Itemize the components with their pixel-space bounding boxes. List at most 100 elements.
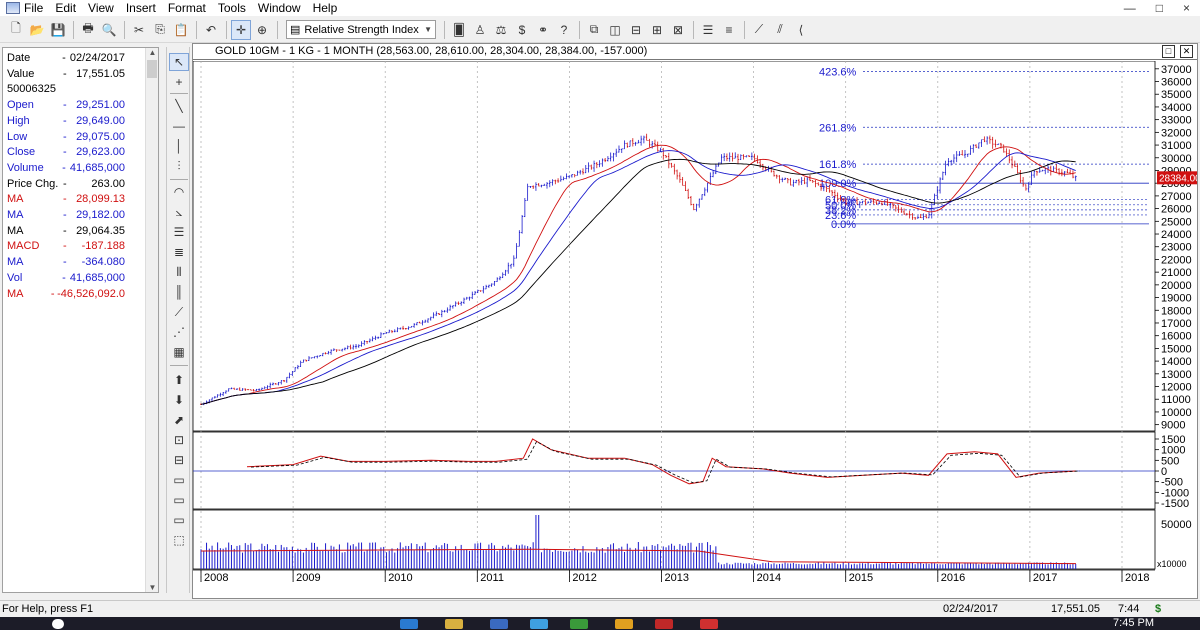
menu-help[interactable]: Help xyxy=(312,1,338,15)
taskbar-app-icon[interactable] xyxy=(400,619,418,629)
expert-icon[interactable]: 🂠 xyxy=(452,22,466,37)
horizontal-line-icon[interactable]: — xyxy=(173,119,185,133)
line-spacing-icon[interactable]: ≡ xyxy=(725,22,733,37)
exit-arrow-icon[interactable]: ⬈ xyxy=(173,413,185,427)
taskbar-app-icon[interactable] xyxy=(700,619,718,629)
menu-insert[interactable]: Insert xyxy=(125,1,156,15)
gann-fan-icon[interactable]: ⋰ xyxy=(173,325,185,339)
close-icon[interactable]: × xyxy=(1182,1,1190,15)
pointer-icon[interactable]: ↖ xyxy=(169,53,189,71)
vertical-line-icon[interactable]: │ xyxy=(175,139,183,153)
search-icon[interactable] xyxy=(52,619,64,629)
menu-format[interactable]: Format xyxy=(167,1,206,15)
year-label: 2010 xyxy=(388,572,412,584)
zoom-icon[interactable]: ⊕ xyxy=(256,22,268,37)
sell-arrow-icon[interactable]: ⬇ xyxy=(173,393,185,407)
minimize-icon[interactable]: — xyxy=(1123,1,1136,15)
macd-axis-label: 1000 xyxy=(1161,445,1185,457)
chart-window[interactable]: GOLD 10GM - 1 KG - 1 MONTH (28,563.00, 2… xyxy=(192,43,1198,599)
data-row-dash: - xyxy=(63,130,67,143)
price-pane xyxy=(193,61,1156,432)
menu-edit[interactable]: Edit xyxy=(55,1,77,15)
ellipse-tool-icon[interactable]: ▭ xyxy=(173,493,185,507)
taskbar-metastock-icon[interactable] xyxy=(655,619,673,629)
price-axis-label: 22000 xyxy=(1161,254,1192,266)
trendline-tool-icon[interactable]: ╲ xyxy=(175,99,183,113)
price-axis-label: 32000 xyxy=(1161,127,1192,139)
print-preview-icon[interactable]: 🔍 xyxy=(101,22,117,37)
menu-window[interactable]: Window xyxy=(257,1,301,15)
fibonacci-time-zones-icon[interactable]: ⦀ xyxy=(176,264,182,279)
label-tool-icon[interactable]: ⬚ xyxy=(173,533,185,547)
trendline-icon[interactable]: ⟋ xyxy=(754,22,764,36)
fibonacci-retracement-icon[interactable]: ☰ xyxy=(173,225,185,239)
scroll-up-icon[interactable]: ▲ xyxy=(148,48,157,57)
undo-icon[interactable]: ↶ xyxy=(205,22,217,37)
explorer-icon[interactable]: ♙ xyxy=(474,22,486,37)
data-row: Date -02/24/2017 xyxy=(7,52,125,68)
restore-icon[interactable]: □ xyxy=(1155,1,1163,15)
macd-axis-label: -500 xyxy=(1161,477,1183,489)
fib-level-label: 423.6% xyxy=(819,66,857,78)
help-pointer-icon[interactable]: ? xyxy=(560,22,568,37)
scroll-down-icon[interactable]: ▼ xyxy=(148,583,157,592)
chart-close-icon[interactable]: ✕ xyxy=(1180,45,1193,58)
menu-file[interactable]: File xyxy=(24,1,44,15)
data-window-scrollbar[interactable]: ▲ ▼ xyxy=(145,48,158,592)
data-row-label: Price Chg. xyxy=(7,177,59,190)
cycle-lines-icon[interactable]: ⫶ xyxy=(177,158,181,173)
taskbar-app-icon[interactable] xyxy=(570,619,588,629)
price-axis-label: 10000 xyxy=(1161,407,1192,419)
window-frame-icon[interactable]: ▭ xyxy=(173,513,185,527)
indicator-select[interactable]: ▤ Relative Strength Index ▼ xyxy=(286,20,436,39)
open-folder-icon[interactable]: 📂 xyxy=(29,22,45,37)
cut-icon[interactable]: ✂ xyxy=(133,22,145,37)
price-axis-label: 33000 xyxy=(1161,115,1192,127)
channel-tool-icon[interactable]: ║ xyxy=(174,285,184,299)
year-label: 2016 xyxy=(941,572,965,584)
scrollbar-thumb[interactable] xyxy=(147,60,157,78)
optimize-icon[interactable]: $ xyxy=(518,22,526,37)
data-row-value: -364.080 xyxy=(81,256,125,269)
crosshair-icon[interactable]: ✛ xyxy=(231,19,251,40)
copy-icon[interactable]: ⎘ xyxy=(155,22,165,36)
menu-tools[interactable]: Tools xyxy=(217,1,246,15)
fan-lines-icon[interactable]: ⟨ xyxy=(798,22,804,37)
window-grid-icon[interactable]: ⊞ xyxy=(651,22,663,37)
bar-spacing-icon[interactable]: ☰ xyxy=(702,22,714,37)
print-icon[interactable]: 🖶 xyxy=(82,21,94,35)
regression-line-icon[interactable]: ⟋ xyxy=(174,304,184,319)
text-box-icon[interactable]: ⊡ xyxy=(173,433,185,447)
taskbar-app-icon[interactable] xyxy=(490,619,508,629)
save-icon[interactable]: 💾 xyxy=(50,22,66,37)
chart-canvas[interactable]: 2008 2009 2010 2011 2012 2013 2014 2015 2016 2017… xyxy=(193,61,1197,598)
new-file-icon[interactable]: 🗋 xyxy=(11,21,21,35)
window-tile-vertical-icon[interactable]: ◫ xyxy=(609,22,621,37)
binoculars-icon[interactable]: ⚭ xyxy=(537,22,549,37)
data-row-value xyxy=(71,83,125,99)
fibonacci-arcs-icon[interactable]: ◠ xyxy=(173,185,185,199)
taskbar-browser-icon[interactable] xyxy=(615,619,633,629)
trend-channel-icon[interactable]: ⫽ xyxy=(777,22,783,36)
system-tester-icon[interactable]: ⚖ xyxy=(495,22,507,37)
fibonacci-extension-icon[interactable]: ≣ xyxy=(173,245,185,259)
data-row-dash: - xyxy=(63,99,67,112)
fibonacci-fan-icon[interactable]: ⦣ xyxy=(175,204,183,219)
gann-grid-icon[interactable]: ▦ xyxy=(173,345,185,359)
window-cascade-icon[interactable]: ⧉ xyxy=(589,22,599,36)
price-axis-label: 15000 xyxy=(1161,343,1192,355)
taskbar-folder-icon[interactable] xyxy=(445,619,463,629)
rectangle-tool-icon[interactable]: ▭ xyxy=(173,473,185,487)
buy-arrow-icon[interactable]: ⬆ xyxy=(173,373,185,387)
taskbar-app-icon[interactable] xyxy=(530,619,548,629)
paste-icon[interactable]: 📋 xyxy=(173,22,189,37)
window-tile-horizontal-icon[interactable]: ⊟ xyxy=(630,22,642,37)
chart-maximize-icon[interactable]: □ xyxy=(1162,45,1175,58)
crosshair-tool-icon[interactable]: + xyxy=(175,75,183,89)
data-row-dash: - xyxy=(62,161,66,174)
drawing-separator xyxy=(170,179,188,180)
window-arrange-icon[interactable]: ⊠ xyxy=(672,22,684,37)
menu-view[interactable]: View xyxy=(88,1,114,15)
symbol-icon[interactable]: ⊟ xyxy=(173,453,185,467)
year-label: 2012 xyxy=(572,572,596,584)
